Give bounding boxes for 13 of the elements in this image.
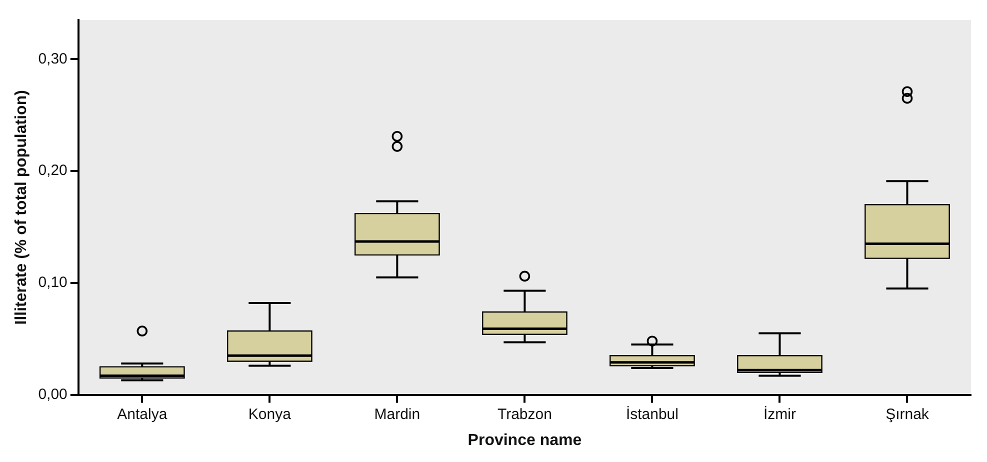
x-tick-label: Mardin: [374, 406, 420, 423]
x-tick-label: Antalya: [117, 406, 168, 423]
x-tick-label: Konya: [248, 406, 292, 423]
y-tick-label: 0,20: [38, 162, 68, 180]
x-tick-label: İzmir: [763, 404, 796, 423]
y-axis-title: Illiterate (% of total population): [13, 90, 30, 325]
x-tick-label: Trabzon: [497, 406, 552, 423]
y-tick-label: 0,00: [38, 386, 68, 403]
x-axis-title: Province name: [468, 432, 582, 449]
y-tick-label: 0,10: [38, 274, 68, 292]
x-tick-label: İstanbul: [626, 404, 678, 423]
x-tick-label: Şırnak: [886, 406, 930, 423]
y-tick-label: 0,30: [38, 50, 68, 68]
